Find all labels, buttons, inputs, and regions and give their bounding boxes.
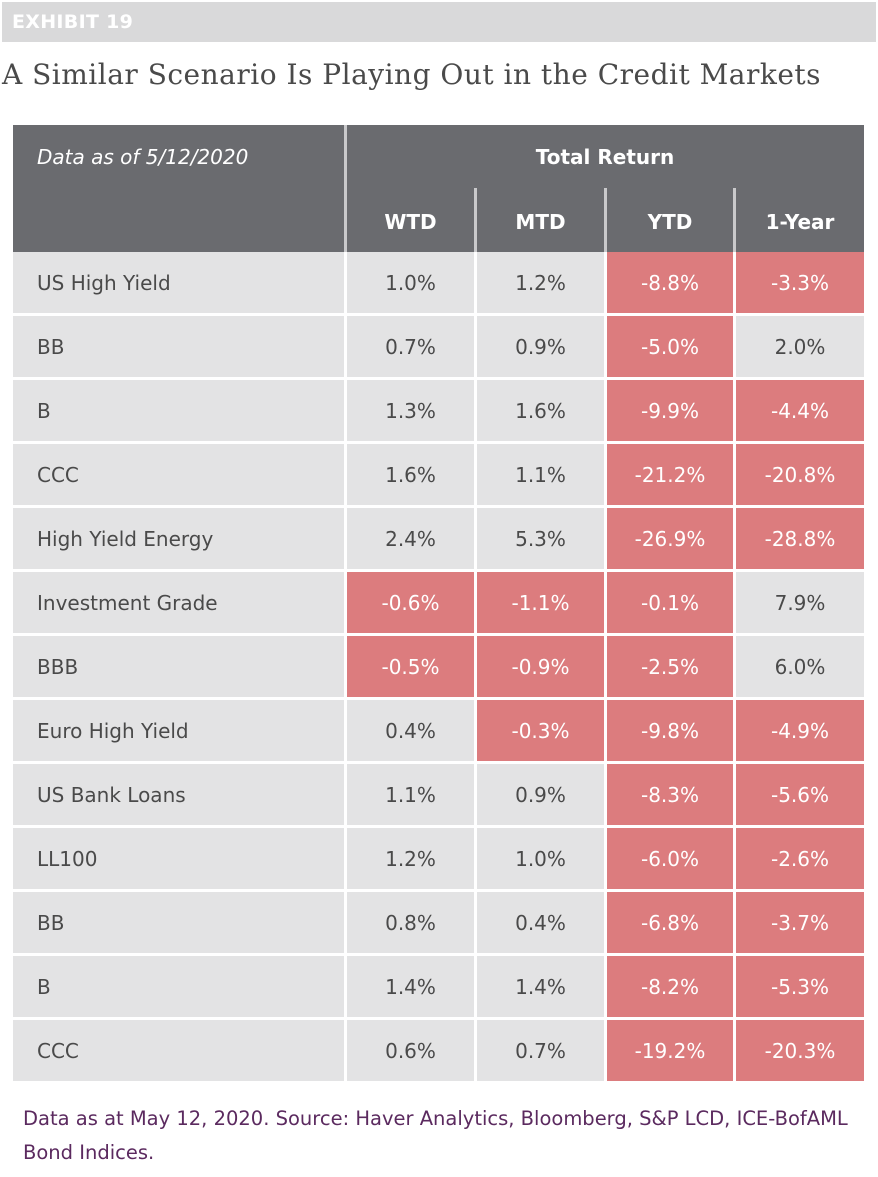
cell-mtd: 1.2% (477, 252, 604, 313)
cell-wtd: -0.5% (347, 636, 474, 697)
cell-1-year: -3.7% (736, 892, 864, 953)
table-row: High Yield Energy 2.4% 5.3% -26.9% -28.8% (13, 508, 864, 572)
row-label: B (13, 956, 344, 1017)
page-title: A Similar Scenario Is Playing Out in the… (2, 58, 822, 91)
cell-1-year: -5.3% (736, 956, 864, 1017)
cell-mtd: 0.4% (477, 892, 604, 953)
row-label: CCC (13, 1020, 344, 1081)
table-row: Investment Grade -0.6% -1.1% -0.1% 7.9% (13, 572, 864, 636)
table-row: B 1.4% 1.4% -8.2% -5.3% (13, 956, 864, 1020)
cell-1-year: -20.3% (736, 1020, 864, 1081)
column-header-ytd: YTD (647, 210, 693, 234)
cell-mtd: 0.9% (477, 764, 604, 825)
exhibit-label: EXHIBIT 19 (12, 11, 134, 33)
as-of-label: Data as of 5/12/2020 (37, 145, 249, 169)
cell-1-year: 7.9% (736, 572, 864, 633)
table-row: BB 0.7% 0.9% -5.0% 2.0% (13, 316, 864, 380)
cell-1-year: -4.4% (736, 380, 864, 441)
cell-1-year: -3.3% (736, 252, 864, 313)
cell-ytd: -5.0% (607, 316, 733, 377)
row-label: US Bank Loans (13, 764, 344, 825)
cell-mtd: 0.9% (477, 316, 604, 377)
cell-ytd: -8.2% (607, 956, 733, 1017)
cell-wtd: 1.1% (347, 764, 474, 825)
table-row: CCC 0.6% 0.7% -19.2% -20.3% (13, 1020, 864, 1084)
cell-1-year: 6.0% (736, 636, 864, 697)
cell-mtd: -0.9% (477, 636, 604, 697)
cell-ytd: -6.0% (607, 828, 733, 889)
cell-ytd: -0.1% (607, 572, 733, 633)
cell-ytd: -21.2% (607, 444, 733, 505)
row-label: BBB (13, 636, 344, 697)
cell-wtd: 1.0% (347, 252, 474, 313)
row-label: US High Yield (13, 252, 344, 313)
header-divider (344, 125, 347, 252)
cell-1-year: -2.6% (736, 828, 864, 889)
column-header-wtd: WTD (384, 210, 437, 234)
cell-mtd: 5.3% (477, 508, 604, 569)
total-return-header: Total Return (535, 145, 675, 169)
header-divider (474, 188, 477, 252)
table-row: Euro High Yield 0.4% -0.3% -9.8% -4.9% (13, 700, 864, 764)
cell-mtd: 1.4% (477, 956, 604, 1017)
cell-mtd: -0.3% (477, 700, 604, 761)
cell-ytd: -19.2% (607, 1020, 733, 1081)
cell-wtd: 1.3% (347, 380, 474, 441)
exhibit-banner: EXHIBIT 19 (2, 2, 876, 42)
returns-table: Data as of 5/12/2020 Total Return WTD MT… (13, 125, 864, 1084)
column-header-mtd: MTD (515, 210, 566, 234)
table-row: B 1.3% 1.6% -9.9% -4.4% (13, 380, 864, 444)
column-header-1-year: 1-Year (765, 210, 835, 234)
cell-mtd: 0.7% (477, 1020, 604, 1081)
row-label: BB (13, 316, 344, 377)
row-label: LL100 (13, 828, 344, 889)
row-label: B (13, 380, 344, 441)
cell-wtd: 0.4% (347, 700, 474, 761)
cell-mtd: -1.1% (477, 572, 604, 633)
header-divider (733, 188, 736, 252)
header-divider (604, 188, 607, 252)
cell-ytd: -26.9% (607, 508, 733, 569)
cell-1-year: 2.0% (736, 316, 864, 377)
row-label: CCC (13, 444, 344, 505)
cell-ytd: -8.8% (607, 252, 733, 313)
cell-ytd: -2.5% (607, 636, 733, 697)
cell-ytd: -9.8% (607, 700, 733, 761)
cell-1-year: -4.9% (736, 700, 864, 761)
row-label: Euro High Yield (13, 700, 344, 761)
row-label: High Yield Energy (13, 508, 344, 569)
cell-mtd: 1.1% (477, 444, 604, 505)
table-row: US High Yield 1.0% 1.2% -8.8% -3.3% (13, 252, 864, 316)
table-row: LL100 1.2% 1.0% -6.0% -2.6% (13, 828, 864, 892)
table-header: Data as of 5/12/2020 Total Return WTD MT… (13, 125, 864, 252)
source-footnote: Data as at May 12, 2020. Source: Haver A… (23, 1107, 848, 1164)
cell-ytd: -8.3% (607, 764, 733, 825)
row-label: BB (13, 892, 344, 953)
cell-ytd: -6.8% (607, 892, 733, 953)
cell-1-year: -28.8% (736, 508, 864, 569)
table-row: US Bank Loans 1.1% 0.9% -8.3% -5.6% (13, 764, 864, 828)
cell-wtd: -0.6% (347, 572, 474, 633)
cell-ytd: -9.9% (607, 380, 733, 441)
cell-mtd: 1.0% (477, 828, 604, 889)
cell-wtd: 2.4% (347, 508, 474, 569)
cell-wtd: 1.4% (347, 956, 474, 1017)
table-row: BBB -0.5% -0.9% -2.5% 6.0% (13, 636, 864, 700)
cell-wtd: 0.6% (347, 1020, 474, 1081)
cell-mtd: 1.6% (477, 380, 604, 441)
cell-1-year: -5.6% (736, 764, 864, 825)
table-body: US High Yield 1.0% 1.2% -8.8% -3.3% BB 0.7% 0.9… (13, 252, 864, 1084)
cell-wtd: 1.6% (347, 444, 474, 505)
table-row: BB 0.8% 0.4% -6.8% -3.7% (13, 892, 864, 956)
cell-wtd: 0.7% (347, 316, 474, 377)
cell-1-year: -20.8% (736, 444, 864, 505)
cell-wtd: 0.8% (347, 892, 474, 953)
row-label: Investment Grade (13, 572, 344, 633)
cell-wtd: 1.2% (347, 828, 474, 889)
table-row: CCC 1.6% 1.1% -21.2% -20.8% (13, 444, 864, 508)
